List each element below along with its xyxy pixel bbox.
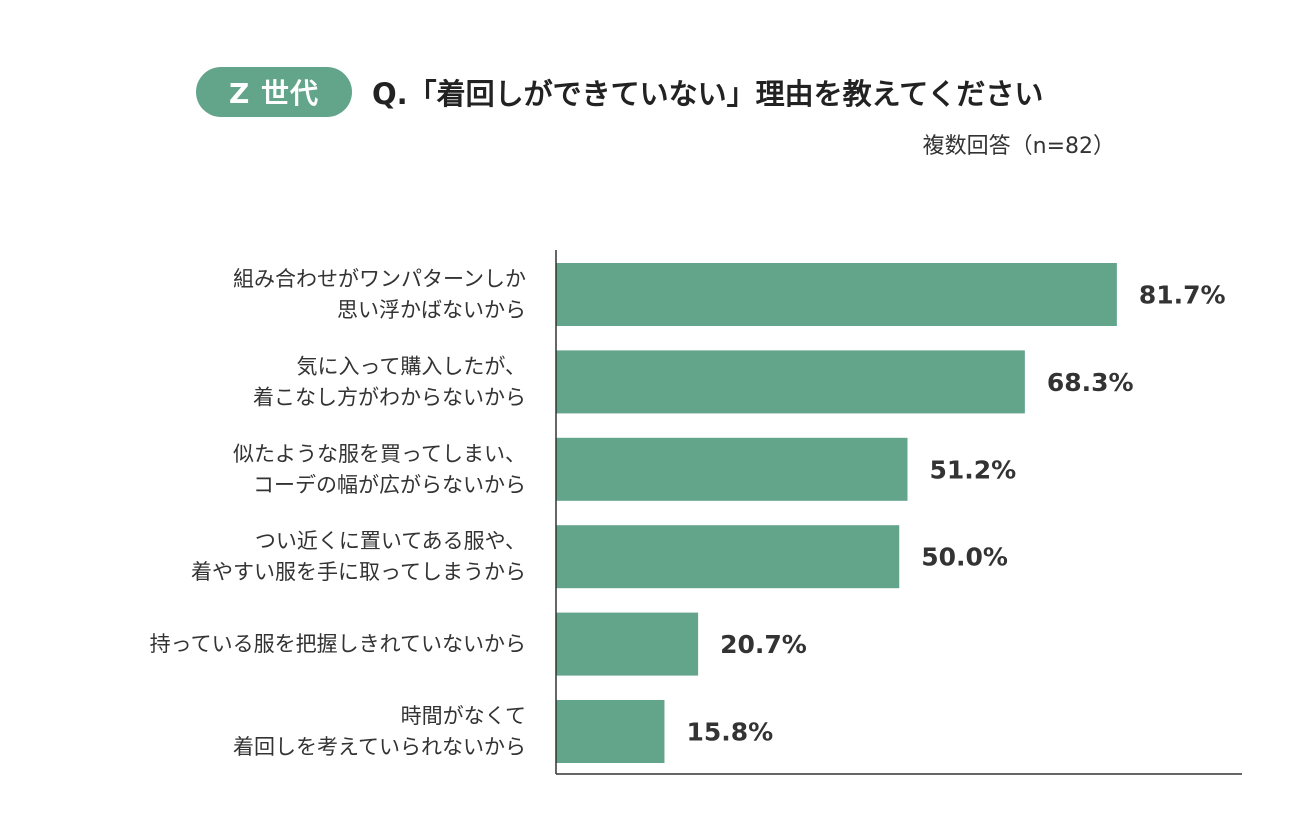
bar-3 bbox=[556, 437, 908, 501]
category-label-4-line-2: 着やすい服を手に取ってしまうから bbox=[191, 560, 526, 584]
category-labels-group: 組み合わせがワンパターンしか思い浮かばないから気に入って購入したが、着こなし方が… bbox=[150, 267, 526, 759]
bar-6 bbox=[556, 700, 665, 763]
bar-2 bbox=[556, 350, 1025, 414]
category-label-6-line-2: 着回しを考えていられないから bbox=[233, 735, 526, 759]
bars-group bbox=[556, 263, 1117, 763]
category-label-4-line-1: つい近くに置いてある服や、 bbox=[255, 529, 526, 553]
chart-header: Z 世代 Q.「着回しができていない」理由を教えてください bbox=[196, 67, 1043, 117]
value-label-3: 51.2% bbox=[929, 455, 1016, 484]
chart-title: Q.「着回しができていない」理由を教えてください bbox=[372, 77, 1044, 111]
category-label-5-line-1: 持っている服を把握しきれていないから bbox=[150, 632, 526, 656]
value-label-5: 20.7% bbox=[720, 630, 807, 659]
value-label-6: 15.8% bbox=[686, 718, 773, 747]
category-label-2-line-1: 気に入って購入したが、 bbox=[296, 354, 526, 378]
value-labels-group: 81.7% 68.3% 51.2% 50.0% 20.7% 15.8% bbox=[686, 281, 1225, 747]
category-label-3-line-1: 似たような服を買ってしまい、 bbox=[233, 442, 526, 466]
category-label-6-line-1: 時間がなくて bbox=[401, 704, 526, 728]
bar-1 bbox=[556, 263, 1117, 326]
bar-5 bbox=[556, 612, 699, 676]
category-label-2-line-2: 着こなし方がわからないから bbox=[253, 385, 526, 409]
value-label-4: 50.0% bbox=[921, 543, 1008, 572]
category-label-3-line-2: コーデの幅が広がらないから bbox=[253, 473, 526, 497]
category-label-1-line-1: 組み合わせがワンパターンしか bbox=[233, 267, 526, 291]
bar-4 bbox=[556, 525, 900, 589]
generation-badge: Z 世代 bbox=[196, 67, 352, 117]
response-note: 複数回答（n=82） bbox=[922, 134, 1115, 159]
value-label-1: 81.7% bbox=[1139, 281, 1226, 310]
value-label-2: 68.3% bbox=[1047, 368, 1134, 397]
category-label-1-line-2: 思い浮かばないから bbox=[337, 298, 526, 322]
